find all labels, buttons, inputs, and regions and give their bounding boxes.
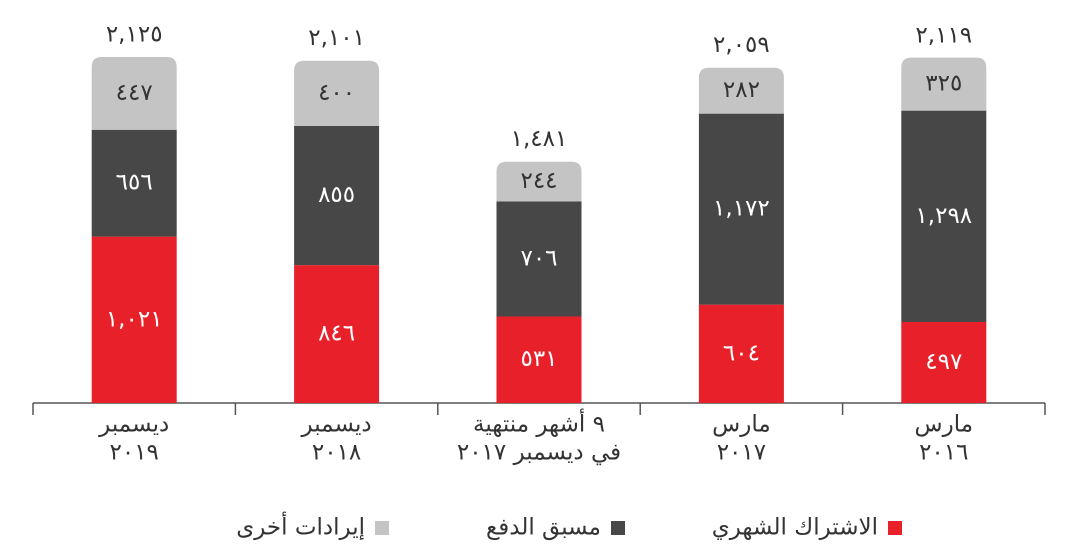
x-tick-label: ٢٠١٨ [312, 440, 361, 466]
bar-segment [294, 265, 380, 403]
bar-segment [901, 110, 987, 323]
value-label: ٦٥٦ [116, 170, 153, 196]
total-label: ٢,١٠١ [308, 25, 365, 51]
value-label: ٨٥٥ [318, 182, 355, 208]
value-label: ٤٠٠ [318, 80, 355, 106]
x-tick-label: في ديسمبر ٢٠١٧ [457, 440, 621, 466]
value-label: ١,٠٢١ [106, 306, 163, 332]
value-label: ١,١٧٢ [713, 196, 770, 222]
value-label: ٣٢٥ [925, 71, 962, 97]
total-label: ٢,٠٥٩ [713, 32, 770, 58]
value-label: ٧٠٦ [520, 245, 557, 271]
legend-label: إيرادات أخرى [236, 512, 365, 541]
value-label: ٤٤٧ [116, 80, 153, 106]
bar-segment [698, 67, 784, 114]
x-tick-label: ٩ أشهر منتهية [473, 409, 605, 438]
bar-segment [496, 316, 582, 403]
bar-segment [91, 56, 177, 130]
x-tick-label: مارس [915, 412, 974, 438]
x-tick-label: ٢٠١٦ [919, 440, 968, 466]
bar-segment [294, 125, 380, 266]
total-label: ٢,١٢٥ [106, 21, 163, 47]
bar-segment [91, 236, 177, 403]
bar-segment [901, 322, 987, 403]
value-label: ٢٤٤ [520, 168, 557, 194]
x-tick-label: مارس [712, 412, 771, 438]
legend-swatch [888, 521, 902, 535]
total-label: ٢,١١٩ [915, 22, 972, 48]
bar-segment [496, 201, 582, 317]
bar-segment [496, 161, 582, 202]
value-label: ٦٠٤ [723, 340, 760, 366]
bar-segment [698, 304, 784, 403]
x-tick-label: ديسمبر [98, 412, 169, 438]
legend-label: مسبق الدفع [486, 515, 601, 541]
x-tick-label: ديسمبر [301, 412, 372, 438]
value-label: ٨٤٦ [318, 321, 355, 347]
bar-segment [901, 57, 987, 111]
bar-segment [698, 113, 784, 305]
value-label: ٢٨٢ [723, 77, 760, 103]
value-label: ٤٩٧ [925, 349, 962, 375]
legend-label: الاشتراك الشهري [712, 515, 878, 541]
legend-swatch [611, 521, 625, 535]
bar-segment [91, 129, 177, 237]
x-tick-label: ٢٠١٩ [109, 440, 158, 466]
legend-swatch [375, 521, 389, 535]
total-label: ١,٤٨١ [511, 126, 568, 152]
value-label: ١,٢٩٨ [915, 203, 972, 229]
bar-segment [294, 60, 380, 126]
x-tick-label: ٢٠١٧ [717, 440, 766, 466]
value-label: ٥٣١ [520, 346, 557, 372]
